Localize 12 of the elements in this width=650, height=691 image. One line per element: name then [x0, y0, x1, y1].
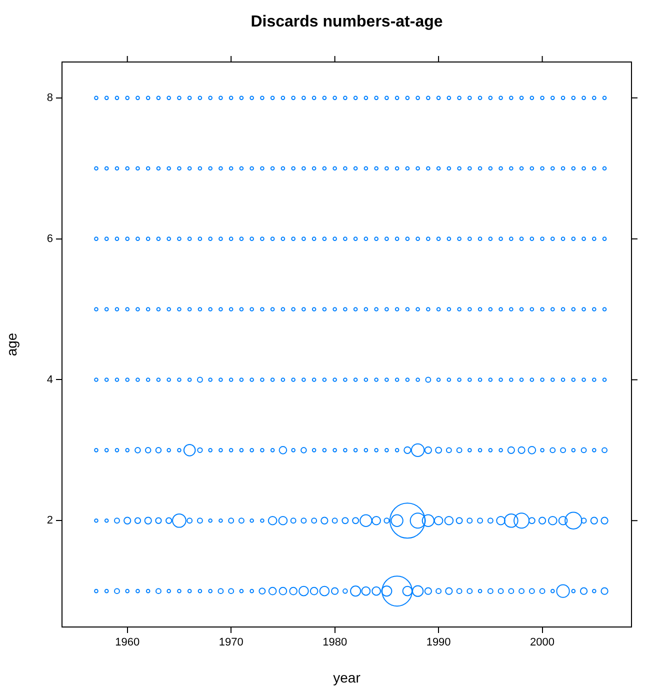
x-tick-label: 1970: [218, 636, 244, 649]
x-tick-label: 1980: [322, 636, 348, 649]
y-tick-label: 4: [46, 374, 53, 386]
x-axis-title: year: [333, 669, 361, 686]
x-tick-label: 1990: [426, 636, 451, 649]
x-tick-label: 2000: [530, 636, 555, 649]
y-axis-title: age: [3, 332, 20, 356]
y-tick-label: 8: [46, 92, 53, 104]
chart-title: Discards numbers-at-age: [250, 13, 443, 30]
y-tick-label: 6: [46, 232, 53, 245]
x-tick-label: 1960: [115, 636, 140, 649]
y-tick-label: 2: [46, 514, 53, 527]
